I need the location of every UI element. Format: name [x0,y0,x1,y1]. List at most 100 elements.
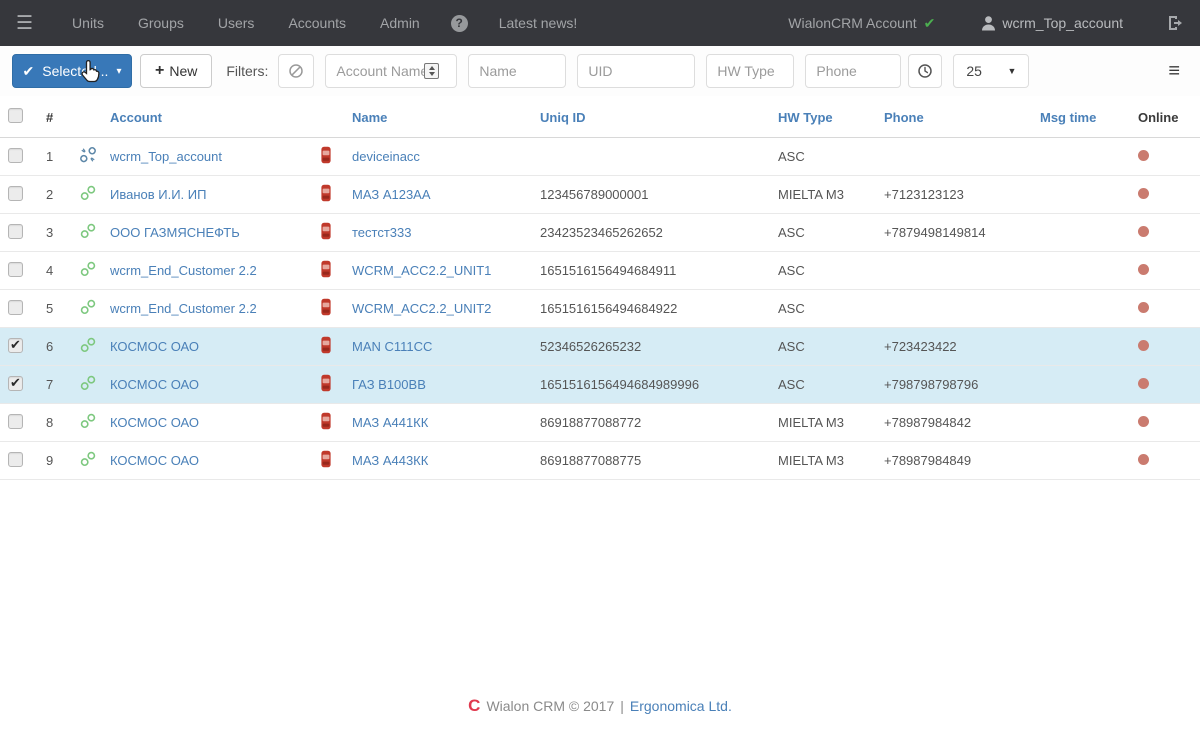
hw-type-filter-input[interactable] [706,54,794,88]
account-link[interactable]: wcrm_End_Customer 2.2 [110,263,257,278]
linked-chain-icon[interactable] [80,227,96,242]
linked-chain-icon[interactable] [80,303,96,318]
content-area: # Account Name Uniq ID HW Type Phone Msg… [0,96,1200,742]
row-checkbox[interactable] [8,186,23,201]
device-icon-cell [312,442,344,480]
page-size-select[interactable]: 25 ▼ [953,54,1029,88]
msg-time-filter-button[interactable] [908,54,942,88]
linked-chain-icon[interactable] [80,379,96,394]
device-icon-cell [312,290,344,328]
row-number-cell: 6 [38,328,72,366]
table-row: 4wcrm_End_Customer 2.2WCRM_ACC2.2_UNIT11… [0,252,1200,290]
phone-cell: +78987984842 [876,404,1032,442]
header-name[interactable]: Name [344,96,532,138]
row-select-cell [0,328,38,366]
unit-name-link[interactable]: тестст333 [352,225,412,240]
linked-chain-icon[interactable] [80,455,96,470]
phone-cell: +7879498149814 [876,214,1032,252]
footer-copyright: Wialon CRM © 2017 [486,698,614,714]
selected-actions-button[interactable]: ✔ Selected... ▾ [12,54,132,88]
unit-name-link[interactable]: WCRM_ACC2.2_UNIT2 [352,301,491,316]
row-checkbox[interactable] [8,338,23,353]
select-all-checkbox[interactable] [8,108,23,123]
column-settings-icon[interactable]: ≡ [1168,61,1180,81]
row-select-cell [0,290,38,328]
account-link[interactable]: КОСМОС ОАО [110,339,199,354]
cancel-circle-icon [288,63,304,79]
unit-name-link[interactable]: MAN C111CC [352,339,432,354]
row-checkbox[interactable] [8,452,23,467]
footer-company-link[interactable]: Ergonomica Ltd. [630,698,732,714]
top-navbar: ☰ Units Groups Users Accounts Admin ? La… [0,0,1200,46]
nav-item-admin[interactable]: Admin [363,15,437,31]
filters-label: Filters: [226,63,268,79]
row-checkbox[interactable] [8,300,23,315]
header-msg-time[interactable]: Msg time [1032,96,1130,138]
row-checkbox[interactable] [8,262,23,277]
phone-filter-input[interactable] [805,54,901,88]
phone-cell [876,290,1032,328]
name-filter-input[interactable] [468,54,566,88]
device-icon-cell [312,252,344,290]
account-picker-icon[interactable] [424,63,439,79]
linked-chain-icon[interactable] [80,417,96,432]
linked-chain-icon[interactable] [80,265,96,280]
unit-name-cell: MAN C111CC [344,328,532,366]
hw-type-cell: MIELTA M3 [770,404,876,442]
row-checkbox[interactable] [8,414,23,429]
account-link[interactable]: wcrm_End_Customer 2.2 [110,301,257,316]
help-icon[interactable]: ? [451,15,468,32]
broken-chain-icon[interactable] [80,151,96,166]
header-account[interactable]: Account [102,96,312,138]
unit-name-link[interactable]: МАЗ А123АА [352,187,431,202]
header-hw-type[interactable]: HW Type [770,96,876,138]
account-link[interactable]: ООО ГАЗМЯСНЕФТЬ [110,225,240,240]
header-phone[interactable]: Phone [876,96,1032,138]
online-status-dot [1138,302,1149,313]
header-uniq-id[interactable]: Uniq ID [532,96,770,138]
unit-name-link[interactable]: ГАЗ В100ВВ [352,377,426,392]
account-link[interactable]: КОСМОС ОАО [110,377,199,392]
table-row: 8КОСМОС ОАОМАЗ А441КК86918877088772MIELT… [0,404,1200,442]
clear-filters-button[interactable] [278,54,314,88]
nav-item-users[interactable]: Users [201,15,272,31]
row-checkbox[interactable] [8,376,23,391]
row-select-cell [0,404,38,442]
phone-cell: +7123123123 [876,176,1032,214]
row-select-cell [0,214,38,252]
device-icon-cell [312,366,344,404]
account-link[interactable]: КОСМОС ОАО [110,415,199,430]
nav-item-units[interactable]: Units [55,15,121,31]
nav-item-accounts[interactable]: Accounts [271,15,363,31]
logout-button[interactable] [1167,15,1184,31]
account-cell: wcrm_End_Customer 2.2 [102,290,312,328]
linked-chain-icon[interactable] [80,189,96,204]
account-link[interactable]: Иванов И.И. ИП [110,187,206,202]
device-icon-cell [312,404,344,442]
unit-name-link[interactable]: МАЗ А441КК [352,415,428,430]
msg-time-cell [1032,176,1130,214]
uid-filter-input[interactable] [577,54,695,88]
table-row: 7КОСМОС ОАОГАЗ В100ВВ1651516156494684989… [0,366,1200,404]
current-user[interactable]: wcrm_Top_account [981,15,1123,31]
nav-item-latest-news[interactable]: Latest news! [482,15,595,31]
msg-time-cell [1032,138,1130,176]
online-status-dot [1138,264,1149,275]
uniq-id-cell: 123456789000001 [532,176,770,214]
account-link[interactable]: wcrm_Top_account [110,149,222,164]
online-status-dot [1138,378,1149,389]
device-icon-cell [312,214,344,252]
linked-chain-icon[interactable] [80,341,96,356]
new-unit-button[interactable]: + New [140,54,212,88]
row-checkbox[interactable] [8,148,23,163]
account-link[interactable]: КОСМОС ОАО [110,453,199,468]
nav-hamburger-icon[interactable]: ☰ [16,14,33,33]
nav-item-groups[interactable]: Groups [121,15,201,31]
unit-name-link[interactable]: deviceinacc [352,149,420,164]
unit-name-link[interactable]: МАЗ А443КК [352,453,428,468]
unit-name-cell: МАЗ А123АА [344,176,532,214]
online-cell [1130,328,1200,366]
row-select-cell [0,138,38,176]
unit-name-link[interactable]: WCRM_ACC2.2_UNIT1 [352,263,491,278]
row-checkbox[interactable] [8,224,23,239]
